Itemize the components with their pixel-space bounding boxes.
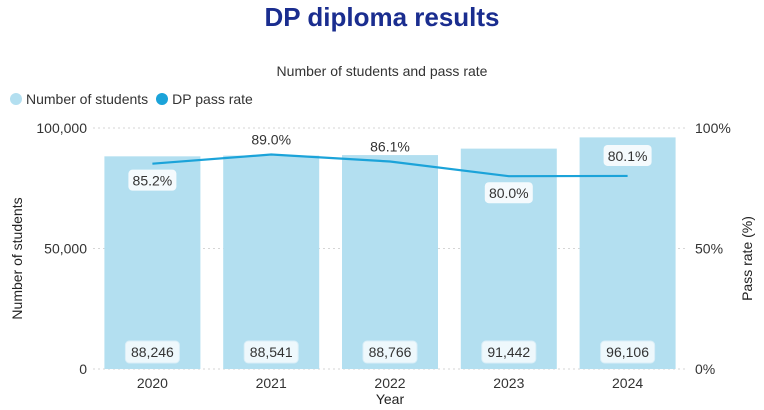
bar-label-box [243, 340, 299, 364]
line-value-label: 80.1% [608, 148, 648, 164]
y-tick-label: 0 [79, 361, 87, 377]
x-tick-label: 2024 [612, 375, 643, 391]
y2-tick-label: 50% [695, 241, 723, 257]
x-tick-label: 2022 [374, 375, 405, 391]
legend-swatch-pass-rate [156, 93, 169, 105]
line-value-label: 86.1% [370, 138, 410, 154]
page-title: DP diploma results [264, 2, 500, 32]
y-tick-label: 100,000 [36, 120, 87, 136]
line-pass-rate [152, 153, 628, 178]
bar-value-label: 88,541 [250, 344, 293, 360]
bar-students [223, 155, 320, 369]
bar-label-box [481, 340, 537, 364]
y2-tick-label: 100% [695, 120, 731, 136]
bar-label-box [600, 340, 656, 364]
line-value-label: 80.0% [489, 185, 529, 201]
bar-students [460, 148, 557, 369]
bar-value-label: 91,442 [487, 344, 530, 360]
bar-students [104, 156, 201, 369]
bar-students [342, 155, 438, 369]
y-axis-title: Number of students [9, 197, 25, 319]
bar-students [579, 137, 676, 369]
line-label-box [128, 169, 177, 191]
x-tick-label: 2020 [137, 375, 168, 391]
bar-label-box [362, 340, 418, 364]
chart-title: Number of students and pass rate [276, 63, 488, 79]
y2-axis-title: Pass rate (%) [739, 216, 755, 301]
line-label-box [484, 182, 533, 204]
legend-item-pass-rate[interactable]: DP pass rate [156, 91, 253, 107]
y2-tick-label: 0% [695, 361, 715, 377]
y-tick-label: 50,000 [44, 241, 87, 257]
bar-value-label: 88,246 [131, 344, 174, 360]
line-value-label: 89.0% [251, 132, 291, 148]
x-tick-label: 2021 [256, 375, 287, 391]
legend-item-students[interactable]: Number of students [10, 91, 148, 107]
legend-label-pass-rate: DP pass rate [172, 91, 253, 107]
line-value-label: 85.2% [133, 173, 173, 189]
legend-label-students: Number of students [26, 91, 149, 107]
line-label-box [603, 144, 652, 166]
legend-swatch-students [10, 93, 22, 105]
bar-label-box [124, 340, 180, 364]
bar-value-label: 88,766 [369, 344, 412, 360]
chart-legend: Number of students DP pass rate [10, 91, 253, 107]
bar-value-label: 96,106 [606, 344, 649, 360]
x-axis-title: Year [376, 391, 405, 407]
x-tick-label: 2023 [493, 375, 524, 391]
